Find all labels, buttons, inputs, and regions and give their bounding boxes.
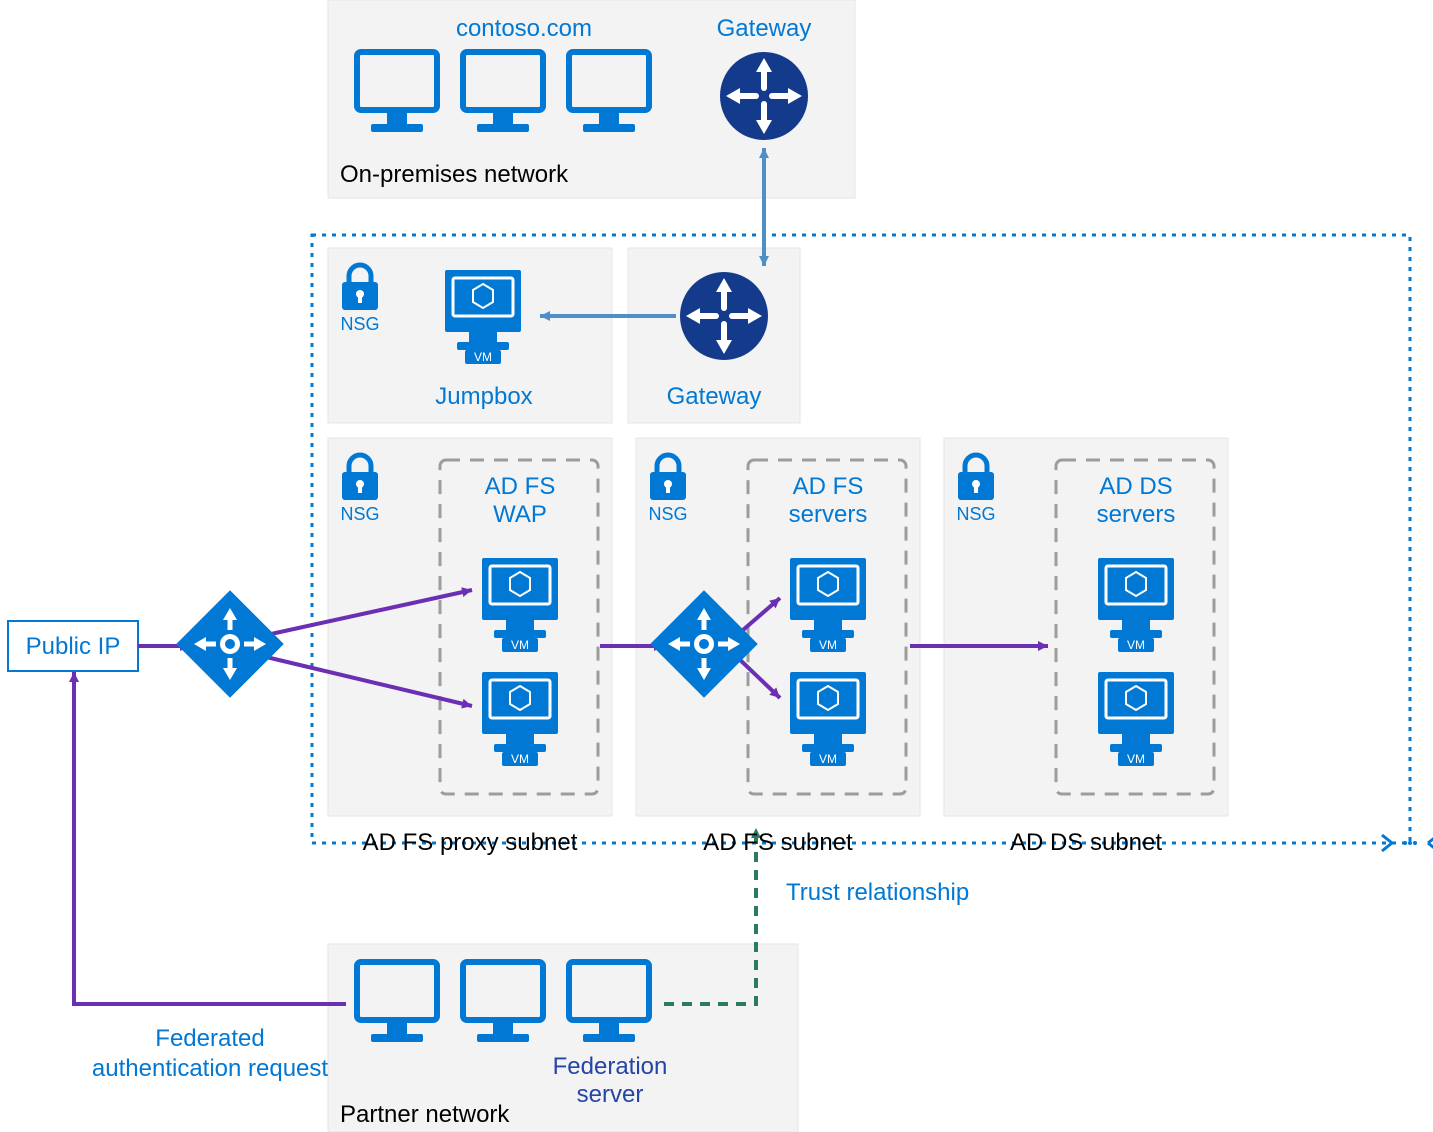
label-adds-subnet: AD DS subnet (1010, 829, 1162, 856)
svg-text:VM: VM (511, 638, 529, 652)
vnet-expand-icon (1382, 835, 1433, 851)
svg-text:Federation: Federation (553, 1053, 668, 1080)
label-trust: Trust relationship (786, 879, 969, 906)
svg-text:authentication request: authentication request (92, 1055, 329, 1082)
svg-text:servers: servers (789, 501, 868, 528)
svg-text:NSG: NSG (956, 504, 995, 524)
svg-text:VM: VM (474, 350, 492, 364)
gateway-azure-icon (680, 272, 768, 360)
svg-text:VM: VM (1127, 752, 1145, 766)
svg-text:AD DS: AD DS (1099, 473, 1172, 500)
svg-text:WAP: WAP (493, 501, 547, 528)
label-onprem: On-premises network (340, 161, 569, 188)
svg-text:VM: VM (1127, 638, 1145, 652)
svg-text:AD FS: AD FS (485, 473, 556, 500)
label-adfs-proxy-subnet: AD FS proxy subnet (363, 829, 578, 856)
label-contoso: contoso.com (456, 15, 592, 42)
label-partner: Partner network (340, 1101, 510, 1128)
federated-auth-path (74, 672, 346, 1004)
svg-text:NSG: NSG (340, 314, 379, 334)
svg-text:VM: VM (511, 752, 529, 766)
svg-text:NSG: NSG (340, 504, 379, 524)
label-gateway-mid: Gateway (667, 383, 762, 410)
svg-text:servers: servers (1097, 501, 1176, 528)
svg-text:VM: VM (819, 638, 837, 652)
svg-text:Federated: Federated (155, 1025, 264, 1052)
label-public-ip: Public IP (26, 633, 121, 660)
label-adfs-subnet: AD FS subnet (703, 829, 853, 856)
gateway-onprem-icon (720, 52, 808, 140)
load-balancer-external-icon (176, 590, 283, 697)
svg-text:AD FS: AD FS (793, 473, 864, 500)
label-jumpbox: Jumpbox (435, 383, 532, 410)
label-gateway-top: Gateway (717, 15, 812, 42)
svg-text:NSG: NSG (648, 504, 687, 524)
svg-text:server: server (577, 1081, 644, 1108)
svg-text:VM: VM (819, 752, 837, 766)
